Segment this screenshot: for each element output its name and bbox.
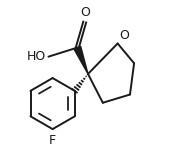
Text: O: O	[119, 29, 129, 42]
Text: HO: HO	[26, 50, 46, 63]
Text: F: F	[49, 134, 56, 147]
Polygon shape	[74, 46, 88, 74]
Text: O: O	[81, 6, 90, 19]
